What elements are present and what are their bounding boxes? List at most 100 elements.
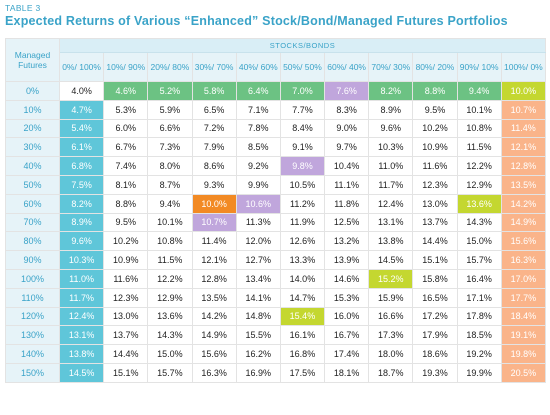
table-cell: 10.2% bbox=[103, 231, 149, 252]
table-cell: 10.1% bbox=[456, 99, 502, 120]
table-cell: 10.6% bbox=[235, 193, 281, 214]
row-header: 70% bbox=[5, 212, 60, 233]
table-cell: 7.0% bbox=[279, 81, 326, 101]
table-cell: 13.1% bbox=[368, 212, 414, 233]
table-cell: 17.9% bbox=[412, 325, 458, 346]
table-cell: 16.3% bbox=[191, 362, 237, 383]
table-cell: 13.2% bbox=[324, 231, 370, 252]
table-cell: 18.5% bbox=[456, 325, 502, 346]
table-cell: 12.2% bbox=[147, 268, 193, 289]
table-cell: 15.0% bbox=[147, 344, 193, 364]
table-cell: 7.5% bbox=[58, 174, 105, 195]
table-cell: 10.0% bbox=[191, 193, 237, 214]
table-cell: 15.6% bbox=[500, 231, 547, 252]
table-cell: 17.8% bbox=[456, 306, 502, 327]
table-cell: 12.9% bbox=[147, 287, 193, 308]
table-cell: 4.7% bbox=[58, 99, 105, 120]
table-cell: 10.5% bbox=[279, 174, 326, 195]
table-cell: 15.2% bbox=[368, 268, 414, 289]
table-row: 20% 5.4% 6.0% 6.6% 7.2% 7.8% 8.4% 9.0% 9.6% 10.2%… bbox=[5, 118, 547, 139]
table-cell: 12.0% bbox=[235, 231, 281, 252]
row-header: 10% bbox=[5, 99, 60, 120]
table-row: 90% 10.3% 10.9% 11.5% 12.1% 12.7% 13.3% 13.9% 14… bbox=[5, 250, 547, 270]
table-row: 140% 13.8% 14.4% 15.0% 15.6% 16.2% 16.8% 17.4% 1… bbox=[5, 344, 547, 364]
table-cell: 9.4% bbox=[456, 81, 502, 101]
table-cell: 5.2% bbox=[147, 81, 193, 101]
table-cell: 8.4% bbox=[279, 118, 326, 139]
table-cell: 11.7% bbox=[58, 287, 105, 308]
table-cell: 6.5% bbox=[191, 99, 237, 120]
table-cell: 13.5% bbox=[500, 174, 547, 195]
table-cell: 4.6% bbox=[103, 81, 149, 101]
table-cell: 7.6% bbox=[324, 81, 370, 101]
table-cell: 17.4% bbox=[324, 344, 370, 364]
table-cell: 13.8% bbox=[58, 344, 105, 364]
column-header-row: 0%/ 100% 10%/ 90% 20%/ 80% 30%/ 70% 40%/ 60%… bbox=[6, 52, 547, 82]
table-cell: 14.4% bbox=[103, 344, 149, 364]
table-cell: 13.6% bbox=[456, 193, 502, 214]
table-cell: 11.2% bbox=[279, 193, 326, 214]
row-header: 150% bbox=[5, 362, 60, 383]
table-cell: 9.2% bbox=[235, 156, 281, 176]
table-cell: 10.7% bbox=[500, 99, 547, 120]
row-header: 0% bbox=[5, 81, 60, 101]
table-cell: 18.1% bbox=[324, 362, 370, 383]
row-header: 90% bbox=[5, 250, 60, 270]
table-cell: 10.7% bbox=[191, 212, 237, 233]
table-cell: 8.6% bbox=[191, 156, 237, 176]
table-cell: 8.2% bbox=[368, 81, 414, 101]
table-cell: 8.5% bbox=[235, 137, 281, 158]
table-cell: 10.3% bbox=[58, 250, 105, 270]
row-header: 110% bbox=[5, 287, 60, 308]
table-cell: 9.1% bbox=[279, 137, 326, 158]
table-cell: 11.9% bbox=[279, 212, 326, 233]
table-cell: 11.8% bbox=[324, 193, 370, 214]
table-cell: 14.0% bbox=[279, 268, 326, 289]
table-cell: 19.2% bbox=[456, 344, 502, 364]
table-cell: 15.1% bbox=[103, 362, 149, 383]
table-cell: 12.8% bbox=[191, 268, 237, 289]
table-cell: 5.9% bbox=[147, 99, 193, 120]
table-cell: 14.7% bbox=[279, 287, 326, 308]
table-cell: 7.8% bbox=[235, 118, 281, 139]
table-cell: 17.0% bbox=[500, 268, 547, 289]
table-cell: 8.2% bbox=[58, 193, 105, 214]
table-cell: 10.1% bbox=[147, 212, 193, 233]
table-cell: 10.8% bbox=[456, 118, 502, 139]
table-cell: 14.2% bbox=[191, 306, 237, 327]
table-cell: 7.1% bbox=[235, 99, 281, 120]
table-cell: 15.3% bbox=[324, 287, 370, 308]
table-cell: 9.6% bbox=[58, 231, 105, 252]
table-cell: 11.6% bbox=[412, 156, 458, 176]
table-cell: 13.0% bbox=[103, 306, 149, 327]
table-cell: 15.5% bbox=[235, 325, 281, 346]
table-cell: 10.2% bbox=[412, 118, 458, 139]
table-row: 40% 6.8% 7.4% 8.0% 8.6% 9.2% 9.8% 10.4% 11.0% 11.… bbox=[5, 156, 547, 176]
row-header: 20% bbox=[5, 118, 60, 139]
column-header: 0%/ 100% bbox=[58, 52, 105, 82]
column-header: 90%/ 10% bbox=[456, 52, 502, 82]
table-cell: 8.3% bbox=[324, 99, 370, 120]
table-cell: 17.5% bbox=[279, 362, 326, 383]
column-header: 100%/ 0% bbox=[500, 52, 547, 82]
table-cell: 14.6% bbox=[324, 268, 370, 289]
table-cell: 19.9% bbox=[456, 362, 502, 383]
table-cell: 12.4% bbox=[58, 306, 105, 327]
table-cell: 11.5% bbox=[456, 137, 502, 158]
table-cell: 9.3% bbox=[191, 174, 237, 195]
table-cell: 13.7% bbox=[412, 212, 458, 233]
table-cell: 18.7% bbox=[368, 362, 414, 383]
table-cell: 19.8% bbox=[500, 344, 547, 364]
row-header: 30% bbox=[5, 137, 60, 158]
table-cell: 15.8% bbox=[412, 268, 458, 289]
row-header: 40% bbox=[5, 156, 60, 176]
table-row: 60% 8.2% 8.8% 9.4% 10.0% 10.6% 11.2% 11.8% 12.4%… bbox=[5, 193, 547, 214]
table-cell: 12.8% bbox=[500, 156, 547, 176]
stocks-bonds-header: STOCKS/BONDS bbox=[58, 38, 547, 53]
table-cell: 4.0% bbox=[58, 81, 105, 101]
row-header: 60% bbox=[5, 193, 60, 214]
table-cell: 12.4% bbox=[368, 193, 414, 214]
table-cell: 17.1% bbox=[456, 287, 502, 308]
table-row: 80% 9.6% 10.2% 10.8% 11.4% 12.0% 12.6% 13.2% 13.… bbox=[5, 231, 547, 252]
